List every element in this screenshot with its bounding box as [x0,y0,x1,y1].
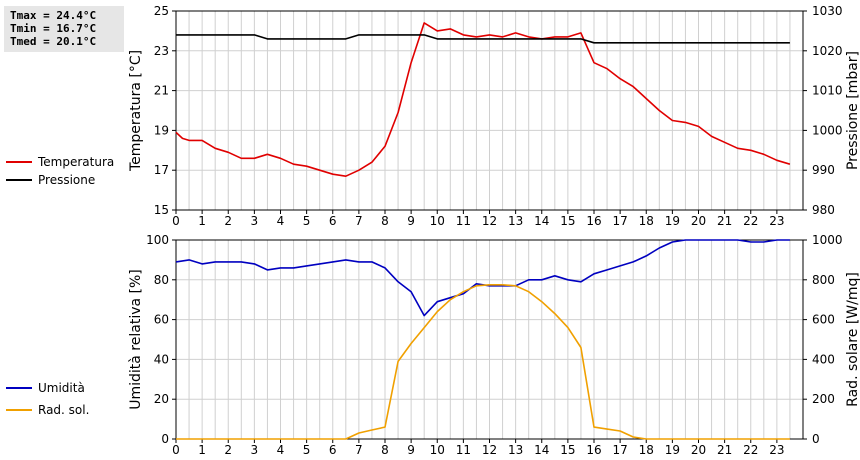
x-tick-label: 11 [456,443,471,457]
x-tick-label: 22 [743,443,758,457]
x-tick-label: 23 [769,443,784,457]
x-tick-label: 20 [691,443,706,457]
x-tick-label: 13 [508,214,523,228]
y-left-tick-label: 23 [154,44,169,58]
x-tick-label: 12 [482,443,497,457]
x-tick-label: 15 [560,214,575,228]
x-tick-label: 19 [665,443,680,457]
y-right-axis-label: Pressione [mbar] [845,51,860,170]
x-tick-label: 10 [430,214,445,228]
x-tick-label: 11 [456,214,471,228]
x-tick-label: 0 [172,214,180,228]
y-left-axis-label: Temperatura [°C] [128,50,144,172]
x-tick-label: 3 [251,443,259,457]
legend-label-umidita: Umidità [38,381,85,395]
stats-box: Tmax = 24.4°C Tmin = 16.7°C Tmed = 20.1°… [4,6,124,52]
y-right-tick-label: 1030 [812,4,843,18]
x-tick-label: 15 [560,443,575,457]
y-right-tick-label: 1020 [812,44,843,58]
x-tick-label: 16 [586,443,601,457]
y-left-tick-label: 19 [154,123,169,137]
x-tick-label: 5 [303,443,311,457]
legend-label-temperatura: Temperatura [37,155,114,169]
tmed-label: Tmed = 20.1°C [10,35,97,48]
tmax-label: Tmax = 24.4°C [10,9,97,22]
x-tick-label: 0 [172,443,180,457]
chart-panel-2: 0 1 2 3 4 5 6 7 8 9 10 11 12 13 14 15 16 17 18 19 20 21 22 2302… [6,233,860,457]
x-tick-label: 12 [482,214,497,228]
series-line-rad_sol [176,283,790,440]
x-tick-label: 16 [586,214,601,228]
y-left-tick-label: 17 [154,163,169,177]
y-left-tick-label: 21 [154,84,169,98]
x-tick-label: 14 [534,214,549,228]
x-tick-label: 18 [639,214,654,228]
x-tick-label: 13 [508,443,523,457]
x-tick-label: 1 [198,443,206,457]
x-tick-label: 9 [407,214,415,228]
x-tick-label: 17 [612,214,627,228]
y-right-tick-label: 990 [812,163,835,177]
x-tick-label: 14 [534,443,549,457]
x-tick-label: 19 [665,214,680,228]
x-tick-label: 9 [407,443,415,457]
x-tick-label: 17 [612,443,627,457]
legend-label-pressione: Pressione [38,173,95,187]
y-right-tick-label: 800 [812,273,835,287]
y-left-tick-label: 40 [154,352,169,366]
y-right-tick-label: 1010 [812,84,843,98]
x-tick-label: 21 [717,214,732,228]
x-tick-label: 3 [251,214,259,228]
y-right-tick-label: 1000 [812,233,843,247]
y-right-tick-label: 1000 [812,123,843,137]
series-line-temperatura [175,22,791,177]
x-tick-label: 21 [717,443,732,457]
y-left-tick-label: 25 [154,4,169,18]
x-tick-label: 4 [277,443,285,457]
y-right-tick-label: 600 [812,313,835,327]
x-tick-label: 6 [329,443,337,457]
x-tick-label: 20 [691,214,706,228]
y-left-tick-label: 80 [154,273,169,287]
x-tick-label: 1 [198,214,206,228]
x-tick-label: 2 [224,214,232,228]
legend-label-rad_sol: Rad. sol. [38,403,89,417]
y-right-tick-label: 400 [812,352,835,366]
y-left-tick-label: 60 [154,313,169,327]
x-tick-label: 2 [224,443,232,457]
x-tick-label: 10 [430,443,445,457]
y-left-axis-label: Umidità relativa [%] [128,269,144,410]
x-tick-label: 23 [769,214,784,228]
x-tick-label: 4 [277,214,285,228]
x-tick-label: 6 [329,214,337,228]
series-line-umidita [175,239,790,317]
y-left-tick-label: 100 [146,233,169,247]
y-left-tick-label: 20 [154,392,169,406]
series-line-pressione [176,34,790,44]
y-left-tick-label: 0 [161,432,169,446]
y-right-tick-label: 0 [812,432,820,446]
chart-panel-1: 0 1 2 3 4 5 6 7 8 9 10 11 12 13 14 15 16 17 18 19 20 21 22 2315… [6,4,860,228]
tmin-label: Tmin = 16.7°C [10,22,97,35]
x-tick-label: 7 [355,443,363,457]
x-tick-label: 5 [303,214,311,228]
x-tick-label: 7 [355,214,363,228]
y-right-axis-label: Rad. solare [W/mq] [845,272,860,407]
y-right-tick-label: 980 [812,203,835,217]
x-tick-label: 8 [381,214,389,228]
x-tick-label: 22 [743,214,758,228]
x-tick-label: 18 [639,443,654,457]
y-left-tick-label: 15 [154,203,169,217]
y-right-tick-label: 200 [812,392,835,406]
x-tick-label: 8 [381,443,389,457]
